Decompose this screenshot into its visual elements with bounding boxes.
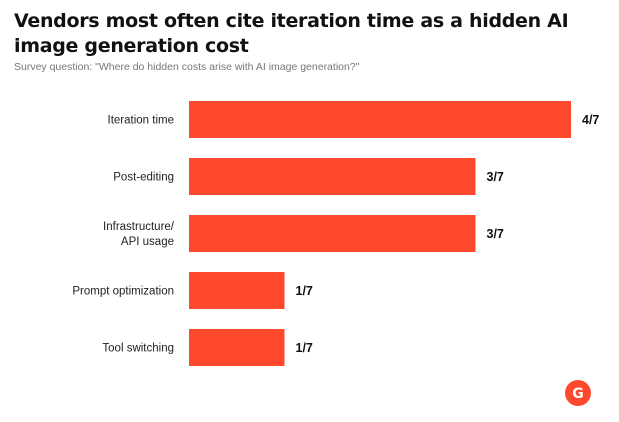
category-label-iteration-time: Iteration time — [108, 115, 174, 127]
g2-logo-icon: G — [565, 380, 591, 406]
bar-prompt-optimization — [189, 272, 285, 309]
data-label-iteration-time: 4/7 — [582, 113, 599, 127]
chart-subtitle: Survey question: "Where do hidden costs … — [14, 61, 360, 73]
data-label-post-editing: 3/7 — [487, 170, 504, 184]
category-label-prompt-optimization: Prompt optimization — [72, 286, 174, 298]
data-label-tool-switching: 1/7 — [296, 341, 313, 355]
bar-iteration-time — [189, 101, 571, 138]
bar-post-editing — [189, 158, 476, 195]
chart-title: Vendors most often cite iteration time a… — [14, 10, 569, 57]
data-label-prompt-optimization: 1/7 — [296, 284, 313, 298]
data-label-infrastructure-api-usage: 3/7 — [487, 227, 504, 241]
category-label-post-editing: Post-editing — [113, 172, 174, 184]
bar-tool-switching — [189, 329, 285, 366]
bar-infrastructure-api-usage — [189, 215, 476, 252]
category-label-tool-switching: Tool switching — [102, 343, 174, 355]
category-label-infrastructure-api-usage: Infrastructure/API usage — [103, 221, 175, 248]
svg-text:G: G — [572, 386, 584, 402]
